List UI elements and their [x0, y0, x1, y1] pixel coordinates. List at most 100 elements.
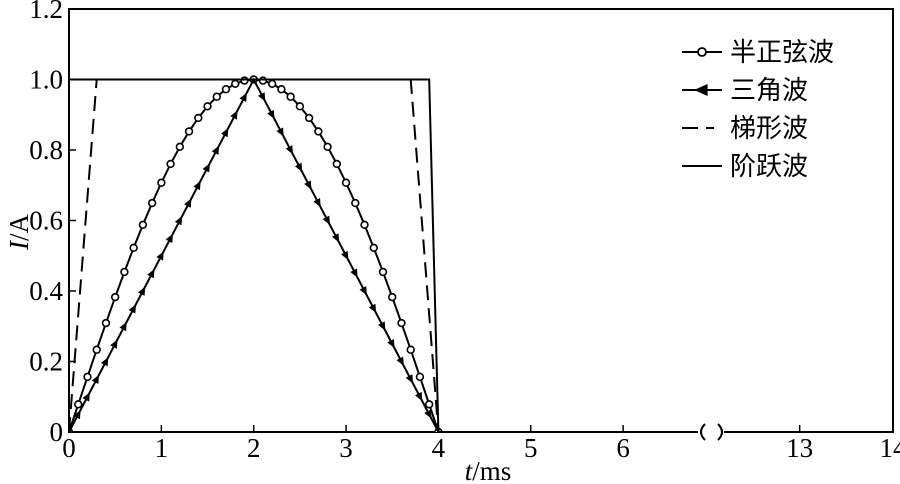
y-axis-title-italic: I	[4, 239, 34, 251]
triangle-point	[304, 180, 312, 190]
triangle-point	[91, 374, 100, 384]
triangle-point	[202, 163, 210, 173]
x-tick-label: 6	[616, 433, 630, 463]
halfsine-point	[129, 243, 138, 253]
triangle-point	[350, 268, 358, 278]
triangle-point	[221, 127, 229, 138]
halfsine-point	[92, 345, 101, 354]
halfsine-point	[323, 142, 332, 152]
triangle-point	[313, 198, 321, 208]
x-tick-label: 14	[880, 433, 900, 463]
legend-label: 梯形波	[730, 114, 808, 144]
halfsine-point	[351, 198, 360, 208]
legend-label: 半正弦波	[730, 38, 834, 68]
triangle-point	[322, 215, 330, 225]
x-tick-label: 13	[786, 433, 813, 463]
axis-break-marker	[698, 423, 724, 441]
halfsine-point	[110, 292, 120, 302]
x-tick-label: 0	[62, 433, 76, 463]
x-tick-label: 1	[155, 433, 169, 463]
x-tick-label: 4	[432, 433, 446, 463]
halfsine-point	[277, 85, 286, 94]
triangle-point	[239, 92, 247, 102]
triangle-point	[165, 233, 173, 243]
halfsine-point	[341, 178, 351, 187]
triangle-point	[193, 180, 201, 191]
x-axis-title-rest: /ms	[472, 456, 511, 484]
x-axis-title-italic: t	[465, 456, 474, 484]
halfsine-point	[378, 267, 388, 277]
triangle-point	[341, 250, 349, 261]
legend-triangle-marker	[694, 84, 708, 96]
triangle-point	[101, 357, 109, 367]
halfsine-point	[221, 85, 231, 94]
triangle-point	[147, 268, 155, 279]
y-axis-title: I/A	[4, 213, 34, 251]
series-step-line	[69, 78, 893, 432]
triangle-point	[119, 321, 127, 332]
halfsine-point	[240, 76, 249, 85]
halfsine-point	[258, 76, 268, 85]
halfsine-point	[101, 318, 111, 328]
triangle-point	[285, 145, 293, 155]
triangle-point	[267, 109, 275, 120]
triangle-point	[415, 391, 423, 402]
halfsine-point	[138, 220, 148, 230]
y-axis-title-rest: /A	[4, 213, 34, 241]
halfsine-point	[304, 113, 314, 123]
triangle-point	[396, 356, 404, 366]
triangle-point	[174, 216, 183, 226]
legend-label: 阶跃波	[730, 152, 808, 182]
halfsine-point	[406, 345, 415, 354]
triangle-point	[258, 92, 266, 102]
halfsine-point	[74, 400, 83, 409]
halfsine-point	[231, 79, 240, 89]
triangle-point	[230, 110, 238, 120]
triangle-point	[211, 145, 220, 155]
halfsine-point	[314, 127, 323, 136]
triangle-point	[368, 303, 377, 314]
triangle-point	[424, 409, 432, 419]
triangle-point	[378, 321, 386, 331]
halfsine-point	[360, 220, 369, 230]
halfsine-point	[369, 243, 378, 253]
halfsine-point	[424, 400, 434, 409]
triangle-point	[82, 392, 90, 402]
x-tick-label: 3	[339, 433, 353, 463]
halfsine-point	[184, 127, 194, 136]
tick-layer: 0 1 2 3 4 5 6 13 14 0 0.2 0.4 0.6 0.8 1.0 1.2	[29, 0, 900, 463]
y-tick-label: 0	[50, 417, 64, 447]
halfsine-point	[157, 178, 166, 187]
y-tick-label: 0.8	[29, 135, 63, 165]
triangle-point	[405, 374, 414, 384]
halfsine-point	[212, 92, 221, 101]
y-tick-label: 0.6	[29, 206, 63, 236]
halfsine-point	[388, 292, 397, 302]
halfsine-point	[120, 267, 129, 277]
triangle-point	[128, 304, 136, 314]
x-tick-label: 5	[524, 433, 538, 463]
halfsine-point	[83, 372, 92, 382]
legend-circle-marker	[697, 47, 707, 57]
halfsine-point	[295, 102, 305, 111]
halfsine-point	[166, 159, 175, 169]
halfsine-point	[175, 142, 185, 152]
halfsine-point	[203, 102, 212, 111]
axis-break-left-curve	[700, 423, 706, 441]
triangle-point	[387, 339, 395, 349]
triangle-point	[137, 286, 146, 296]
axis-break-gap	[698, 424, 724, 440]
triangle-point	[359, 286, 367, 296]
x-tick-label: 2	[247, 433, 261, 463]
triangle-point	[110, 339, 118, 349]
series-layer	[68, 75, 893, 432]
halfsine-point	[397, 318, 406, 328]
legend-label: 三角波	[730, 76, 808, 106]
plot-frame	[68, 8, 894, 433]
triangle-point	[156, 251, 164, 261]
halfsine-point	[194, 113, 203, 123]
triangle-point	[276, 127, 284, 137]
x-axis-title: t/ms	[465, 456, 512, 484]
